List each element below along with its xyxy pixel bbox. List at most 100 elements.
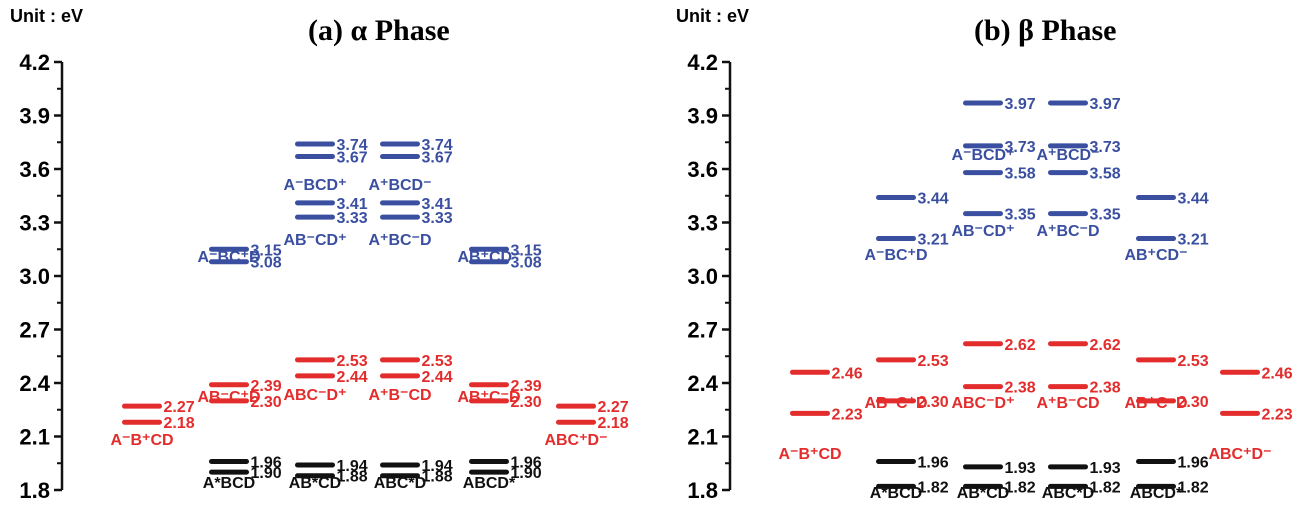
y-tick-label: 3.0 [687, 264, 718, 289]
state-label: ABC⁺D⁻ [544, 432, 607, 449]
y-tick-label: 1.8 [687, 478, 718, 503]
y-tick-label: 2.4 [687, 371, 718, 396]
y-tick-label: 3.3 [19, 211, 50, 236]
energy-value-label: 2.38 [1005, 380, 1036, 397]
energy-value-label: 1.96 [511, 454, 542, 471]
energy-value-label: 3.97 [1005, 96, 1036, 113]
energy-value-label: 2.39 [511, 378, 542, 395]
energy-value-label: 2.62 [1005, 337, 1036, 354]
energy-value-label: 3.15 [251, 242, 282, 259]
energy-value-label: 1.93 [1090, 460, 1121, 477]
energy-value-label: 2.30 [511, 394, 542, 411]
energy-value-label: 1.90 [511, 465, 542, 482]
energy-value-label: 3.08 [251, 255, 282, 272]
state-label: AB⁺CD⁻ [457, 249, 520, 266]
energy-value-label: 1.88 [422, 469, 453, 486]
energy-value-label: 3.15 [511, 242, 542, 259]
state-label: AB*CD [957, 485, 1009, 502]
energy-value-label: 1.96 [251, 454, 282, 471]
unit-label: Unit : eV [10, 6, 83, 26]
state-label: A*BCD [870, 485, 922, 502]
state-label: AB*CD [289, 475, 341, 492]
y-tick-label: 3.3 [687, 211, 718, 236]
y-tick-label: 3.9 [19, 104, 50, 129]
y-tick-label: 1.8 [19, 478, 50, 503]
state-label: A⁺B⁻CD [368, 387, 431, 404]
energy-value-label: 2.27 [164, 399, 195, 416]
energy-value-label: 2.53 [918, 353, 949, 370]
energy-value-label: 2.18 [598, 415, 629, 432]
energy-value-label: 3.35 [1005, 207, 1036, 224]
y-tick-label: 3.6 [687, 157, 718, 182]
state-label: A⁺BCD⁻ [1036, 147, 1099, 164]
state-label: AB⁺C⁻D [457, 389, 520, 406]
energy-value-label: 2.46 [832, 365, 863, 382]
energy-value-label: 3.41 [422, 196, 453, 213]
energy-value-label: 3.44 [918, 191, 949, 208]
energy-value-label: 2.46 [1262, 365, 1293, 382]
panel-beta-phase: Unit : eV (b) β Phase 1.8 2.1 2.4 2.7 3.0 3.3 3.… [676, 6, 1293, 503]
state-label: AB⁺CD⁻ [1124, 247, 1187, 264]
energy-value-label: 3.33 [337, 210, 368, 227]
state-label: A⁻BC⁺D [197, 249, 260, 266]
state-label: A*BCD [203, 475, 255, 492]
energy-value-label: 3.33 [422, 210, 453, 227]
state-label: A⁺BC⁻D [1036, 223, 1099, 240]
energy-value-label: 3.67 [422, 150, 453, 167]
y-tick-label: 2.7 [19, 318, 50, 343]
panel-title: (a) α Phase [308, 14, 450, 47]
state-label: AB⁺C⁻D [1124, 395, 1187, 412]
panel-alpha-phase: Unit : eV (a) α Phase 1.8 2.1 2.4 2.7 3.0 3.3 3.… [10, 6, 629, 503]
energy-value-label: 1.96 [918, 454, 949, 471]
state-label: ABC*D [1042, 485, 1094, 502]
state-label: A⁻B⁺CD [778, 446, 841, 463]
energy-value-label: 2.30 [251, 394, 282, 411]
energy-value-label: 1.94 [337, 458, 368, 475]
energy-value-label: 3.08 [511, 255, 542, 272]
state-label: AB⁻CD⁺ [283, 232, 346, 249]
energy-value-label: 1.93 [1005, 460, 1036, 477]
energy-value-label: 2.23 [832, 406, 863, 423]
energy-value-label: 2.44 [337, 369, 368, 386]
y-tick-label: 3.0 [19, 264, 50, 289]
state-label: A⁻BCD⁺ [283, 177, 346, 194]
energy-value-label: 2.44 [422, 369, 453, 386]
state-label: ABCD* [463, 475, 516, 492]
energy-value-label: 3.67 [337, 150, 368, 167]
state-label: A⁻BCD⁺ [951, 147, 1014, 164]
energy-value-label: 3.35 [1090, 207, 1121, 224]
state-label: AB⁻C⁺D [864, 395, 927, 412]
energy-value-label: 1.82 [918, 479, 949, 496]
y-tick-label: 2.1 [19, 425, 50, 450]
unit-label: Unit : eV [676, 6, 749, 26]
energy-value-label: 3.74 [422, 137, 453, 154]
y-tick-label: 4.2 [687, 50, 718, 75]
state-label: ABC⁻D⁺ [283, 387, 346, 404]
energy-value-label: 1.88 [337, 469, 368, 486]
energy-value-label: 2.39 [251, 378, 282, 395]
y-tick-label: 4.2 [19, 50, 50, 75]
energy-value-label: 2.62 [1090, 337, 1121, 354]
energy-value-label: 3.21 [918, 232, 949, 249]
energy-value-label: 2.53 [1178, 353, 1209, 370]
energy-value-label: 2.53 [337, 353, 368, 370]
energy-value-label: 3.44 [1178, 191, 1209, 208]
energy-value-label: 3.73 [1090, 139, 1121, 156]
energy-value-label: 2.30 [918, 394, 949, 411]
state-label: ABCD* [1130, 485, 1183, 502]
energy-value-label: 1.94 [422, 458, 453, 475]
state-label: A⁺B⁻CD [1036, 395, 1099, 412]
y-tick-label: 3.9 [687, 104, 718, 129]
energy-value-label: 2.23 [1262, 406, 1293, 423]
state-label: ABC⁺D⁻ [1208, 446, 1271, 463]
energy-value-label: 2.30 [1178, 394, 1209, 411]
energy-value-label: 3.58 [1005, 166, 1036, 183]
y-tick-label: 3.6 [19, 157, 50, 182]
energy-value-label: 3.58 [1090, 166, 1121, 183]
energy-value-label: 2.53 [422, 353, 453, 370]
panel-title: (b) β Phase [974, 14, 1116, 47]
energy-value-label: 1.82 [1178, 479, 1209, 496]
state-label: A⁻BC⁺D [864, 247, 927, 264]
y-tick-label: 2.4 [19, 371, 50, 396]
y-tick-label: 2.1 [687, 425, 718, 450]
